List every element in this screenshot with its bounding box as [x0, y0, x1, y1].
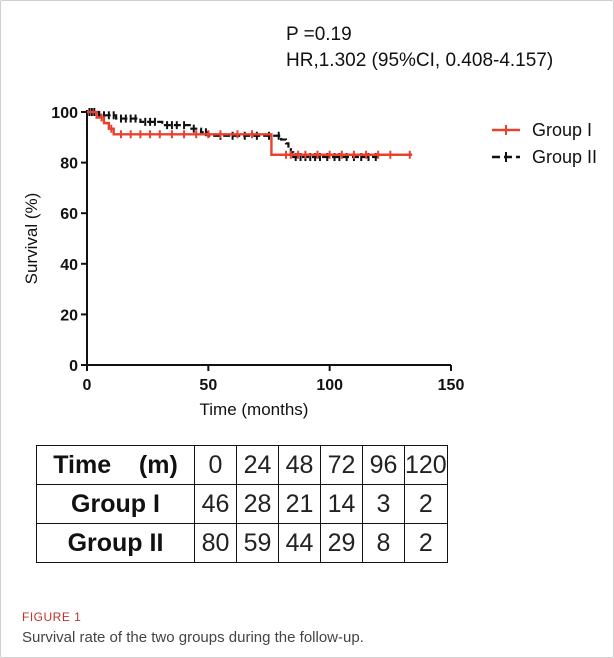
risk-table-cell: 80 — [194, 523, 237, 563]
series-line-group-1 — [87, 110, 413, 156]
risk-table-time-cell: 24 — [236, 445, 279, 485]
hazard-ratio-text: HR,1.302 (95%CI, 0.408-4.157) — [286, 50, 554, 71]
y-tick-label: 20 — [60, 307, 78, 324]
risk-table-cell: 2 — [404, 523, 448, 563]
figure-caption: Survival rate of the two groups during t… — [22, 629, 364, 646]
risk-table-cell: 46 — [194, 484, 237, 524]
x-tick-label: 150 — [438, 377, 465, 394]
risk-table-header-row: Time (m) 0 24 48 72 96 120 — [36, 445, 448, 485]
x-tick-label: 100 — [316, 377, 343, 394]
risk-table-time-cell: 96 — [362, 445, 405, 485]
p-value-text: P =0.19 — [286, 24, 352, 45]
survival-chart: 0 20 40 60 80 100 0 50 100 150 Time (months) Surviv… — [22, 105, 597, 419]
legend-label: Group I — [532, 120, 592, 140]
risk-table-row-group-1: Group I 46 28 21 14 3 2 — [36, 484, 448, 524]
risk-table-row-label: Group I — [36, 484, 195, 524]
x-tick-label: 50 — [199, 377, 217, 394]
risk-table-cell: 8 — [362, 523, 405, 563]
risk-table-cell: 21 — [278, 484, 321, 524]
risk-table-row-group-2: Group II 80 59 44 29 8 2 — [36, 523, 448, 563]
risk-table-cell: 29 — [320, 523, 363, 563]
y-tick-label: 100 — [51, 105, 78, 122]
risk-table-row-label: Group II — [36, 523, 195, 563]
risk-table-cell: 59 — [236, 523, 279, 563]
risk-table-cell: 28 — [236, 484, 279, 524]
y-tick-label: 80 — [60, 156, 78, 173]
x-tick-label: 0 — [83, 377, 92, 394]
y-tick-label: 40 — [60, 257, 78, 274]
risk-table-time-cell: 72 — [320, 445, 363, 485]
legend-label: Group II — [532, 147, 597, 167]
x-axis-label: Time (months) — [200, 400, 309, 419]
risk-table-time-cell: 120 — [404, 445, 448, 485]
risk-table-cell: 44 — [278, 523, 321, 563]
risk-table-time-cell: 48 — [278, 445, 321, 485]
y-axis-label: Survival (%) — [22, 193, 41, 285]
risk-table-time-cell: 0 — [194, 445, 237, 485]
y-tick-label: 60 — [60, 206, 78, 223]
risk-table-cell: 2 — [404, 484, 448, 524]
figure-label: FIGURE 1 — [22, 610, 82, 624]
risk-table-cell: 14 — [320, 484, 363, 524]
risk-table-cell: 3 — [362, 484, 405, 524]
risk-table-header-label: Time (m) — [36, 445, 195, 485]
y-tick-label: 0 — [69, 358, 78, 375]
risk-table: Time (m) 0 24 48 72 96 120 Group I 46 28… — [36, 445, 448, 563]
